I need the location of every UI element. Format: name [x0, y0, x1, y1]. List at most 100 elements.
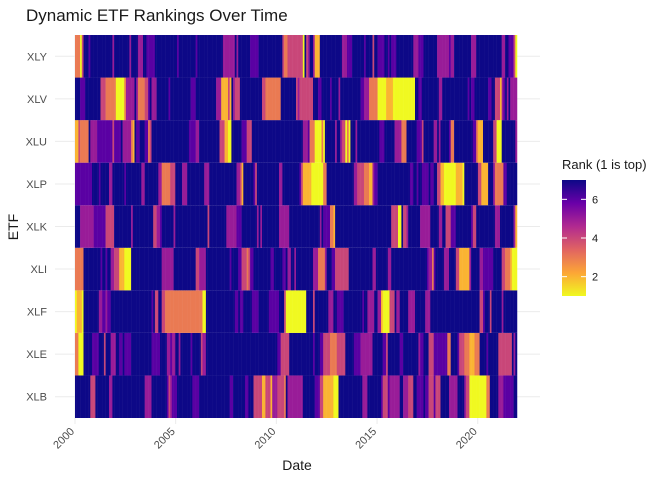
heatmap-tile	[462, 120, 465, 163]
heatmap-tile	[102, 120, 105, 163]
heatmap-tile	[287, 35, 290, 78]
heatmap-tile	[348, 162, 351, 206]
heatmap-tile	[136, 162, 139, 206]
heatmap-tile	[455, 247, 458, 291]
heatmap-tile	[236, 120, 239, 163]
heatmap-tile	[476, 120, 479, 163]
heatmap-tile	[188, 247, 191, 291]
heatmap-tile	[148, 205, 151, 248]
heatmap-tile	[515, 120, 518, 163]
heatmap-tile	[413, 290, 416, 333]
heatmap-tile	[347, 120, 349, 163]
heatmap-tile	[472, 375, 475, 418]
heatmap-tile	[245, 35, 247, 78]
heatmap-tile	[369, 35, 372, 78]
heatmap-tile	[131, 332, 134, 376]
heatmap-tile	[175, 332, 178, 376]
heatmap-tile	[85, 375, 88, 418]
heatmap-tile	[379, 375, 382, 418]
heatmap-tile	[160, 290, 162, 333]
heatmap-tile	[460, 77, 463, 121]
heatmap-tile	[197, 77, 200, 121]
heatmap-tile	[472, 77, 475, 121]
heatmap-tile	[341, 375, 344, 418]
heatmap-tile	[384, 35, 387, 78]
heatmap-tile	[112, 162, 115, 206]
heatmap-tile	[505, 375, 508, 418]
heatmap-tile	[418, 77, 421, 121]
heatmap-tile	[83, 332, 86, 376]
heatmap-tile	[411, 247, 414, 291]
heatmap-tile	[282, 332, 285, 376]
heatmap-tile	[132, 77, 135, 121]
heatmap-tile	[166, 77, 169, 121]
heatmap-tile	[484, 375, 487, 418]
heatmap-tile	[379, 120, 382, 163]
heatmap-tile	[432, 247, 434, 291]
heatmap-tile	[146, 77, 149, 121]
heatmap-tile	[255, 35, 258, 78]
heatmap-tile	[255, 77, 258, 121]
heatmap-tile	[469, 120, 472, 163]
heatmap-tile	[250, 290, 253, 333]
heatmap-tile	[311, 290, 314, 333]
heatmap-tile	[126, 375, 128, 418]
heatmap-tile	[202, 332, 205, 376]
heatmap-tile	[200, 35, 203, 78]
heatmap-tile	[416, 162, 419, 206]
heatmap-tile	[481, 375, 484, 418]
heatmap-tile	[358, 375, 361, 418]
heatmap-tile	[88, 332, 91, 376]
heatmap-tile	[313, 35, 315, 78]
heatmap-tile	[243, 247, 246, 291]
heatmap-tile	[483, 375, 485, 418]
heatmap-tile	[248, 247, 251, 291]
heatmap-tile	[374, 120, 377, 163]
heatmap-tile	[102, 205, 105, 248]
heatmap-tile	[452, 247, 455, 291]
heatmap-tile	[270, 120, 273, 163]
heatmap-tile	[83, 375, 86, 418]
heatmap-tile	[466, 205, 468, 248]
heatmap-tile	[195, 35, 198, 78]
heatmap-tile	[273, 35, 276, 78]
heatmap-tile	[122, 77, 125, 121]
heatmap-tile	[365, 247, 368, 291]
heatmap-tile	[428, 77, 431, 121]
x-tick-label: 2000	[51, 426, 77, 452]
heatmap-tile	[95, 247, 98, 291]
heatmap-tile	[481, 205, 484, 248]
heatmap-tile	[177, 120, 179, 163]
x-tick-label: 2005	[152, 426, 178, 452]
heatmap-tile	[246, 290, 249, 333]
heatmap-tile	[455, 35, 458, 78]
heatmap-tile	[489, 290, 492, 333]
heatmap-tile	[204, 35, 207, 78]
heatmap-tile	[491, 77, 494, 121]
heatmap-tile	[331, 205, 334, 248]
heatmap-tile	[335, 120, 338, 163]
heatmap-tile	[86, 332, 89, 376]
heatmap-tile	[494, 375, 497, 418]
heatmap-tile	[110, 247, 113, 291]
heatmap-tile	[403, 120, 406, 163]
heatmap-tile	[166, 162, 169, 206]
heatmap-tile	[262, 162, 264, 206]
heatmap-tile	[251, 290, 254, 333]
legend-tick-label: 2	[592, 272, 598, 284]
heatmap-tile	[501, 375, 504, 418]
heatmap-tile	[500, 332, 502, 376]
heatmap-tile	[319, 77, 322, 121]
heatmap-tile	[464, 290, 467, 333]
heatmap-tile	[484, 120, 487, 163]
heatmap-tile	[268, 332, 271, 376]
heatmap-tile	[343, 35, 346, 78]
heatmap-tile	[297, 290, 300, 333]
heatmap-tile	[229, 162, 232, 206]
heatmap-tile	[217, 120, 220, 163]
heatmap-tile	[399, 77, 402, 121]
heatmap-tile	[114, 162, 117, 206]
heatmap-tile	[228, 375, 230, 418]
heatmap-tile	[428, 35, 431, 78]
heatmap-tile	[98, 120, 101, 163]
